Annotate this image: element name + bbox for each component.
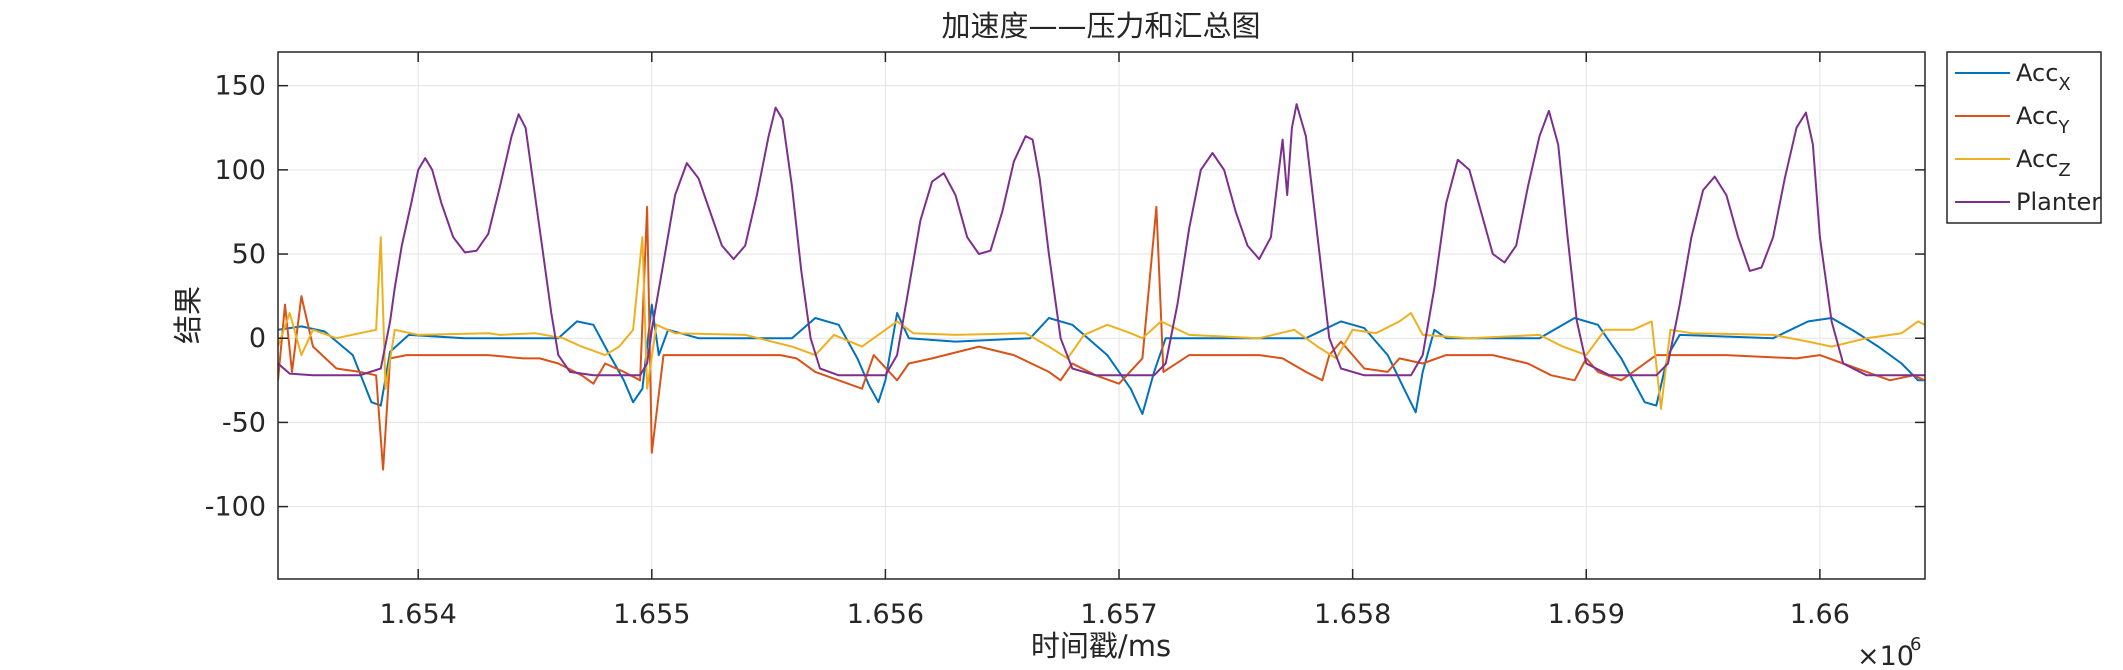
series-line-planter: [278, 103, 1925, 377]
legend-label-accx: AccX: [2016, 59, 2071, 95]
series-line-accz: [278, 236, 1925, 410]
series-line-accy: [278, 205, 1925, 471]
x-tick-label: 1.655: [613, 599, 690, 630]
plot-series: [278, 103, 1925, 471]
x-tick-label: 1.657: [1080, 599, 1157, 630]
x-tick-label: 1.66: [1790, 599, 1850, 630]
x-tick-label: 1.654: [380, 599, 457, 630]
x-tick-label: 1.656: [847, 599, 924, 630]
y-axis-title: 结果: [171, 286, 205, 344]
y-tick-label: 150: [214, 71, 266, 102]
y-tick-label: 100: [214, 155, 266, 186]
y-tick-label: -50: [222, 407, 266, 438]
legend-label-accy: AccY: [2016, 102, 2070, 138]
chart-title: 加速度——压力和汇总图: [941, 9, 1260, 43]
y-tick-label: 50: [232, 239, 266, 270]
x-tick-label: 1.659: [1548, 599, 1625, 630]
x-tick-label: 1.658: [1314, 599, 1391, 630]
series-line-accx: [278, 303, 1925, 415]
legend-box: [1946, 51, 2102, 224]
x-exponent-label: ×10 6: [1857, 634, 1921, 670]
x-exponent-power: 6: [1910, 634, 1921, 655]
x-exponent-base: ×10: [1857, 641, 1914, 670]
x-axis-title: 时间戳/ms: [1031, 629, 1171, 663]
y-tick-label: 0: [249, 323, 266, 354]
legend: AccX AccY AccZ Planter: [1946, 51, 2102, 224]
plot-area-frame: [277, 51, 1926, 580]
legend-label-accz: AccZ: [2016, 145, 2071, 181]
legend-label-planter: Planter: [2016, 188, 2101, 216]
y-tick-label: -100: [205, 492, 266, 523]
axis-ticks: 1.654 1.655 1.656 1.657 1.658 1.659 1.66 150 100…: [205, 52, 1925, 630]
